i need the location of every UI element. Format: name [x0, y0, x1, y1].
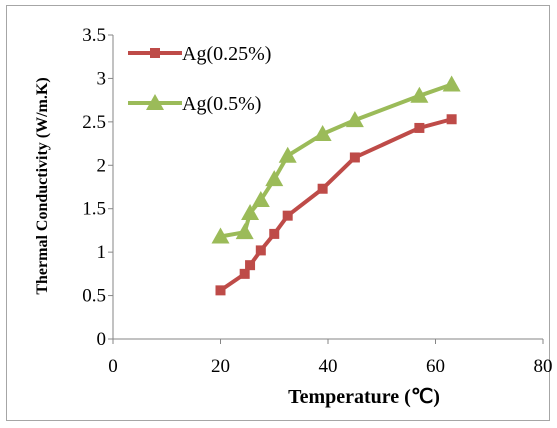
series-1	[215, 114, 457, 296]
legend: Ag(0.25%) Ag(0.5%)	[128, 43, 271, 115]
data-point	[215, 285, 226, 296]
y-axis-title: Thermal Conductivity (W/m.K)	[34, 77, 51, 294]
data-point	[278, 146, 297, 163]
data-point	[410, 86, 429, 103]
data-point	[313, 125, 332, 142]
y-tick-label: 1.5	[82, 199, 106, 220]
y-tick-label: 0.5	[82, 286, 106, 307]
x-tick-label: 0	[108, 356, 118, 377]
legend-label: Ag(0.5%)	[182, 93, 261, 115]
series-2	[211, 75, 461, 244]
data-point	[245, 260, 256, 271]
x-axis-tick-labels: 0 20 40 60 80	[108, 356, 552, 377]
data-point	[239, 268, 250, 279]
data-point	[265, 170, 284, 187]
y-tick-label: 1	[97, 242, 107, 263]
series-line	[218, 82, 454, 239]
x-tick-label: 20	[211, 356, 230, 377]
x-tick-label: 60	[426, 356, 445, 377]
axes	[108, 34, 544, 344]
data-point	[235, 223, 254, 240]
data-point	[349, 152, 360, 163]
legend-marker	[146, 94, 164, 110]
data-point	[241, 204, 260, 221]
data-point	[414, 122, 425, 133]
legend-marker	[150, 48, 160, 58]
chart-frame	[6, 5, 550, 421]
data-point	[317, 183, 328, 194]
data-point	[442, 75, 461, 92]
y-axis-tick-labels: 0 0.5 1 1.5 2 2.5 3 3.5	[82, 25, 106, 350]
legend-item-2: Ag(0.5%)	[128, 93, 261, 115]
x-axis-title: Temperature (℃)	[288, 386, 440, 408]
y-tick-label: 3	[97, 68, 107, 89]
data-point	[446, 114, 457, 125]
y-tick-label: 0	[97, 329, 107, 350]
legend-label: Ag(0.25%)	[182, 43, 271, 65]
data-point	[345, 111, 364, 128]
x-tick-label: 80	[534, 356, 553, 377]
data-point	[211, 227, 230, 244]
y-tick-label: 2	[97, 155, 107, 176]
data-point	[282, 210, 293, 221]
x-tick-label: 40	[319, 356, 338, 377]
series-layer	[211, 75, 461, 296]
data-point	[255, 245, 266, 256]
legend-item-1: Ag(0.25%)	[128, 43, 271, 65]
y-tick-label: 2.5	[82, 112, 106, 133]
y-tick-label: 3.5	[82, 25, 106, 46]
data-point	[269, 228, 280, 239]
data-point	[251, 191, 270, 208]
